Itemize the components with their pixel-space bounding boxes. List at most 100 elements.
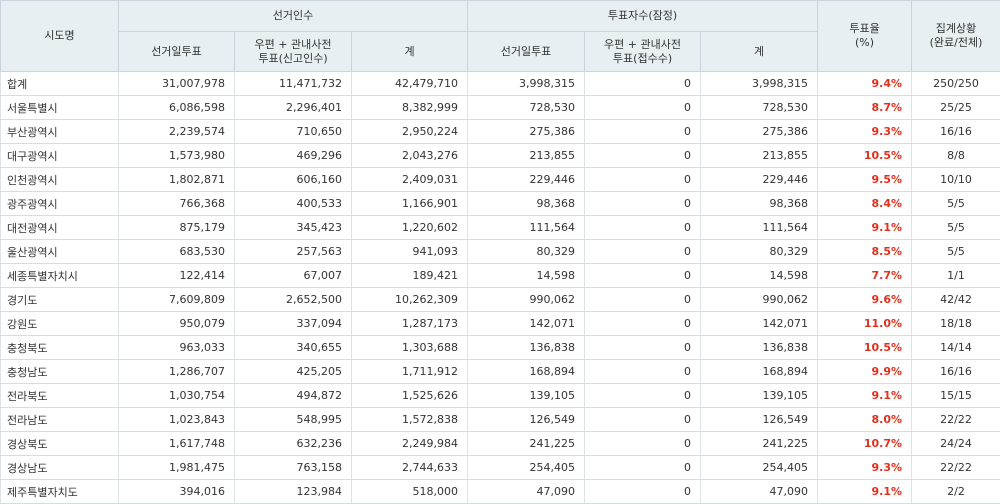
region-cell: 제주특별자치도	[1, 480, 119, 504]
count-status-cell: 18/18	[912, 312, 1000, 336]
votes-post-cell: 0	[585, 408, 701, 432]
votes-post-cell: 0	[585, 360, 701, 384]
region-cell: 부산광역시	[1, 120, 119, 144]
electorate-day-cell: 6,086,598	[119, 96, 235, 120]
electorate-total-cell: 8,382,999	[352, 96, 468, 120]
header-count-status: 집계상황 (완료/전체)	[912, 1, 1000, 72]
region-cell: 인천광역시	[1, 168, 119, 192]
region-cell: 합계	[1, 72, 119, 96]
electorate-day-cell: 1,802,871	[119, 168, 235, 192]
electorate-post-cell: 425,205	[235, 360, 352, 384]
count-status-cell: 25/25	[912, 96, 1000, 120]
region-cell: 경상남도	[1, 456, 119, 480]
count-status-cell: 22/22	[912, 408, 1000, 432]
votes-total-cell: 213,855	[701, 144, 818, 168]
votes-total-cell: 111,564	[701, 216, 818, 240]
turnout-rate-cell: 7.7%	[818, 264, 912, 288]
votes-total-cell: 168,894	[701, 360, 818, 384]
electorate-total-cell: 1,303,688	[352, 336, 468, 360]
turnout-rate-cell: 9.1%	[818, 480, 912, 504]
turnout-rate-cell: 9.1%	[818, 384, 912, 408]
turnout-rate-cell: 9.9%	[818, 360, 912, 384]
turnout-rate-cell: 9.1%	[818, 216, 912, 240]
electorate-total-cell: 1,525,626	[352, 384, 468, 408]
electorate-day-cell: 683,530	[119, 240, 235, 264]
votes-post-cell: 0	[585, 456, 701, 480]
count-status-cell: 5/5	[912, 192, 1000, 216]
count-status-cell: 2/2	[912, 480, 1000, 504]
electorate-day-cell: 950,079	[119, 312, 235, 336]
electorate-post-cell: 548,995	[235, 408, 352, 432]
region-cell: 대전광역시	[1, 216, 119, 240]
electorate-post-cell: 494,872	[235, 384, 352, 408]
header-vote-post: 우편 + 관내사전 투표(접수수)	[585, 32, 701, 72]
electorate-post-cell: 337,094	[235, 312, 352, 336]
electorate-day-cell: 1,286,707	[119, 360, 235, 384]
electorate-day-cell: 31,007,978	[119, 72, 235, 96]
header-elec-total: 계	[352, 32, 468, 72]
header-vote-day: 선거일투표	[468, 32, 585, 72]
votes-day-cell: 136,838	[468, 336, 585, 360]
count-status-cell: 16/16	[912, 360, 1000, 384]
count-status-cell: 8/8	[912, 144, 1000, 168]
count-status-cell: 1/1	[912, 264, 1000, 288]
votes-total-cell: 990,062	[701, 288, 818, 312]
electorate-total-cell: 1,220,602	[352, 216, 468, 240]
votes-total-cell: 142,071	[701, 312, 818, 336]
votes-total-cell: 728,530	[701, 96, 818, 120]
turnout-rate-cell: 9.6%	[818, 288, 912, 312]
region-cell: 대구광역시	[1, 144, 119, 168]
votes-day-cell: 80,329	[468, 240, 585, 264]
electorate-total-cell: 518,000	[352, 480, 468, 504]
region-cell: 충청북도	[1, 336, 119, 360]
votes-day-cell: 111,564	[468, 216, 585, 240]
votes-day-cell: 213,855	[468, 144, 585, 168]
turnout-rate-cell: 9.3%	[818, 120, 912, 144]
votes-day-cell: 98,368	[468, 192, 585, 216]
count-status-cell: 10/10	[912, 168, 1000, 192]
electorate-post-cell: 469,296	[235, 144, 352, 168]
votes-day-cell: 168,894	[468, 360, 585, 384]
electorate-total-cell: 2,409,031	[352, 168, 468, 192]
header-electorate: 선거인수	[119, 1, 468, 32]
votes-total-cell: 229,446	[701, 168, 818, 192]
turnout-rate-cell: 10.5%	[818, 336, 912, 360]
electorate-day-cell: 7,609,809	[119, 288, 235, 312]
electorate-post-cell: 763,158	[235, 456, 352, 480]
electorate-day-cell: 766,368	[119, 192, 235, 216]
votes-day-cell: 126,549	[468, 408, 585, 432]
votes-day-cell: 990,062	[468, 288, 585, 312]
header-turnout-rate: 투표율 (%)	[818, 1, 912, 72]
region-cell: 세종특별자치시	[1, 264, 119, 288]
turnout-rate-cell: 8.0%	[818, 408, 912, 432]
electorate-post-cell: 340,655	[235, 336, 352, 360]
electorate-day-cell: 875,179	[119, 216, 235, 240]
votes-post-cell: 0	[585, 96, 701, 120]
electorate-post-cell: 67,007	[235, 264, 352, 288]
region-cell: 울산광역시	[1, 240, 119, 264]
electorate-total-cell: 1,711,912	[352, 360, 468, 384]
header-elec-post: 우편 + 관내사전 투표(신고인수)	[235, 32, 352, 72]
region-cell: 강원도	[1, 312, 119, 336]
votes-total-cell: 136,838	[701, 336, 818, 360]
header-region: 시도명	[1, 1, 119, 72]
electorate-total-cell: 2,744,633	[352, 456, 468, 480]
votes-post-cell: 0	[585, 72, 701, 96]
electorate-post-cell: 2,296,401	[235, 96, 352, 120]
votes-day-cell: 241,225	[468, 432, 585, 456]
electorate-post-cell: 345,423	[235, 216, 352, 240]
electorate-post-cell: 2,652,500	[235, 288, 352, 312]
votes-post-cell: 0	[585, 216, 701, 240]
count-status-cell: 250/250	[912, 72, 1000, 96]
region-cell: 전라북도	[1, 384, 119, 408]
count-status-cell: 16/16	[912, 120, 1000, 144]
